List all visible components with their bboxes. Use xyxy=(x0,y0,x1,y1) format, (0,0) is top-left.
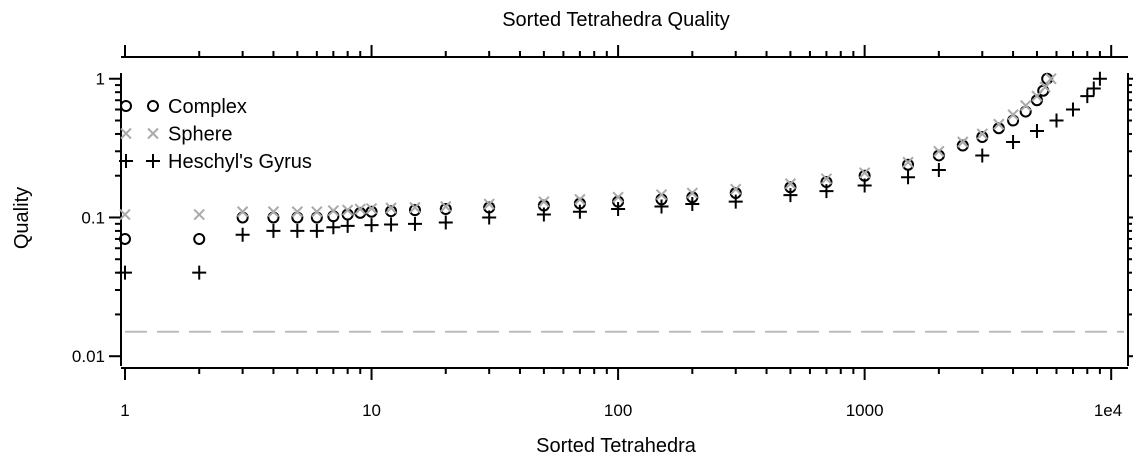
data-point xyxy=(407,216,422,231)
data-point xyxy=(1086,81,1101,96)
x-tick-label: 10 xyxy=(362,401,381,420)
data-point xyxy=(236,206,249,218)
data-point xyxy=(976,131,989,144)
data-point xyxy=(408,204,421,217)
data-point xyxy=(858,169,871,182)
data-point xyxy=(901,170,916,185)
legend-marker xyxy=(119,154,133,168)
y-tick-label: 0.01 xyxy=(72,347,105,366)
data-point xyxy=(354,203,366,215)
y-tick-label: 1 xyxy=(96,70,105,89)
data-point xyxy=(193,232,206,245)
data-point xyxy=(384,217,399,232)
data-point xyxy=(118,265,132,280)
data-point xyxy=(311,206,323,218)
data-point xyxy=(1080,89,1095,104)
data-point xyxy=(728,194,743,209)
data-point xyxy=(686,187,699,199)
data-point xyxy=(685,197,700,212)
data-point xyxy=(655,188,668,201)
data-point xyxy=(976,128,988,140)
data-point xyxy=(119,208,131,221)
data-point xyxy=(574,193,586,206)
data-point xyxy=(326,220,341,235)
data-point xyxy=(783,188,798,203)
data-point xyxy=(409,201,421,214)
data-point xyxy=(365,202,378,215)
data-point xyxy=(1049,113,1064,128)
data-point xyxy=(956,139,969,152)
data-point xyxy=(820,176,833,189)
data-point xyxy=(192,265,207,280)
data-point xyxy=(1006,134,1021,149)
legend-marker xyxy=(147,127,159,140)
data-point xyxy=(993,118,1005,130)
data-point xyxy=(309,223,324,238)
legend-marker xyxy=(146,154,160,168)
legend-label: Complex xyxy=(168,96,247,118)
data-point xyxy=(572,204,587,219)
data-point xyxy=(975,148,990,163)
data-point xyxy=(902,158,915,171)
data-point xyxy=(902,156,914,168)
data-point xyxy=(119,232,131,245)
data-point xyxy=(483,198,495,210)
data-point xyxy=(291,206,304,218)
data-point xyxy=(784,178,797,190)
data-point xyxy=(858,167,871,179)
data-point xyxy=(193,208,205,221)
data-point xyxy=(611,202,626,217)
data-point xyxy=(483,201,496,214)
x-tick-label: 1000 xyxy=(846,401,884,420)
data-point xyxy=(440,200,452,213)
data-point xyxy=(385,205,398,218)
data-point xyxy=(290,223,305,238)
data-point xyxy=(784,181,797,194)
legend-marker xyxy=(120,127,132,140)
data-point xyxy=(267,206,280,218)
legend-marker xyxy=(147,100,159,112)
y-tick-label: 0.1 xyxy=(81,208,105,227)
data-point xyxy=(340,218,355,233)
x-tick-label: 1 xyxy=(120,401,129,420)
data-point xyxy=(1092,71,1107,86)
chart-title: Sorted Tetrahedra Quality xyxy=(502,9,730,31)
data-point xyxy=(364,218,379,233)
data-point xyxy=(730,183,742,195)
data-point xyxy=(327,204,340,217)
data-point xyxy=(1045,73,1057,85)
legend-label: Sphere xyxy=(168,124,233,146)
data-point xyxy=(439,203,452,216)
data-point xyxy=(538,195,550,208)
data-point xyxy=(1031,90,1043,102)
data-point xyxy=(1066,102,1080,117)
data-point xyxy=(365,205,378,218)
x-tick-label: 1e4 xyxy=(1094,401,1122,420)
data-point xyxy=(612,191,624,203)
data-point xyxy=(654,199,669,214)
data-point xyxy=(931,162,946,177)
data-point xyxy=(1019,99,1032,112)
x-tick-label: 100 xyxy=(604,401,632,420)
x-axis-label: Sorted Tetrahedra xyxy=(536,435,697,457)
data-point xyxy=(933,145,945,157)
data-point xyxy=(820,173,833,185)
y-axis-label: Quality xyxy=(11,187,33,249)
data-point xyxy=(1029,124,1044,139)
data-point xyxy=(1007,109,1019,121)
data-point xyxy=(385,202,397,214)
data-point xyxy=(266,223,281,238)
legend-label: Heschyl's Gyrus xyxy=(168,151,312,173)
data-point xyxy=(1039,81,1051,93)
legend-marker xyxy=(120,100,132,112)
data-point xyxy=(957,136,969,148)
data-point xyxy=(235,227,250,242)
data-point xyxy=(341,204,354,216)
data-point xyxy=(438,215,453,230)
